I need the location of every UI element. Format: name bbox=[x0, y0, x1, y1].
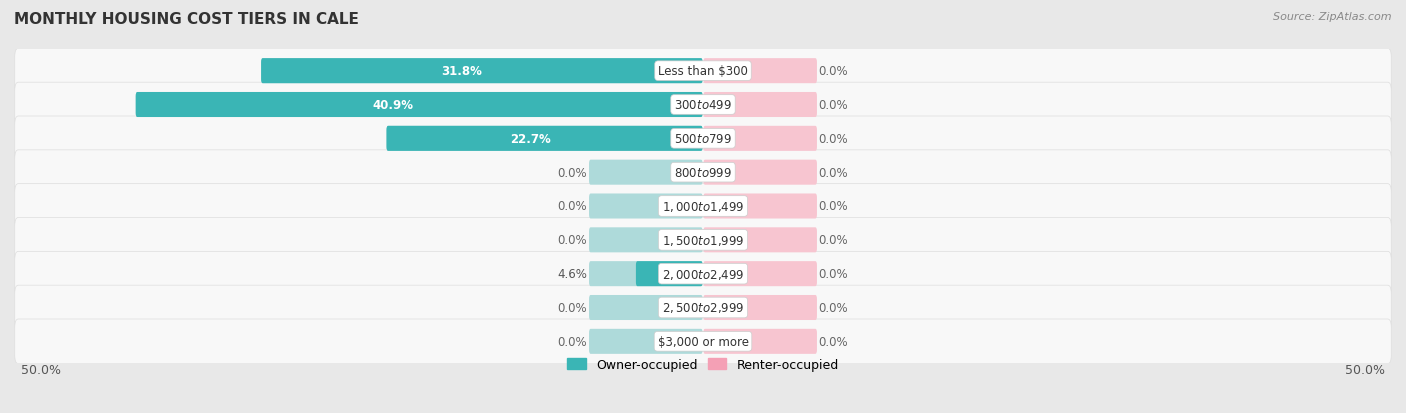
FancyBboxPatch shape bbox=[262, 59, 703, 84]
Text: Less than $300: Less than $300 bbox=[658, 65, 748, 78]
FancyBboxPatch shape bbox=[14, 285, 1392, 330]
FancyBboxPatch shape bbox=[14, 117, 1392, 161]
Text: $300 to $499: $300 to $499 bbox=[673, 99, 733, 112]
Text: 4.6%: 4.6% bbox=[557, 268, 588, 280]
Text: 0.0%: 0.0% bbox=[558, 335, 588, 348]
Text: 31.8%: 31.8% bbox=[441, 65, 482, 78]
Text: 40.9%: 40.9% bbox=[373, 99, 413, 112]
Text: $1,500 to $1,999: $1,500 to $1,999 bbox=[662, 233, 744, 247]
FancyBboxPatch shape bbox=[262, 59, 703, 84]
FancyBboxPatch shape bbox=[703, 93, 817, 118]
FancyBboxPatch shape bbox=[703, 261, 817, 287]
FancyBboxPatch shape bbox=[703, 228, 817, 253]
Text: 0.0%: 0.0% bbox=[818, 99, 848, 112]
Text: 0.0%: 0.0% bbox=[818, 335, 848, 348]
FancyBboxPatch shape bbox=[14, 150, 1392, 195]
Text: $1,000 to $1,499: $1,000 to $1,499 bbox=[662, 199, 744, 214]
Text: 50.0%: 50.0% bbox=[21, 363, 60, 376]
FancyBboxPatch shape bbox=[136, 93, 703, 118]
Text: 0.0%: 0.0% bbox=[818, 301, 848, 314]
FancyBboxPatch shape bbox=[589, 295, 703, 320]
FancyBboxPatch shape bbox=[589, 228, 703, 253]
FancyBboxPatch shape bbox=[14, 184, 1392, 229]
FancyBboxPatch shape bbox=[703, 160, 817, 185]
FancyBboxPatch shape bbox=[636, 261, 703, 287]
Text: $2,500 to $2,999: $2,500 to $2,999 bbox=[662, 301, 744, 315]
Text: 0.0%: 0.0% bbox=[818, 166, 848, 179]
Legend: Owner-occupied, Renter-occupied: Owner-occupied, Renter-occupied bbox=[562, 353, 844, 376]
FancyBboxPatch shape bbox=[14, 319, 1392, 364]
FancyBboxPatch shape bbox=[14, 252, 1392, 296]
FancyBboxPatch shape bbox=[589, 160, 703, 185]
Text: 0.0%: 0.0% bbox=[818, 65, 848, 78]
Text: 22.7%: 22.7% bbox=[510, 133, 551, 145]
FancyBboxPatch shape bbox=[589, 194, 703, 219]
FancyBboxPatch shape bbox=[14, 49, 1392, 94]
Text: 0.0%: 0.0% bbox=[818, 200, 848, 213]
Text: 0.0%: 0.0% bbox=[558, 301, 588, 314]
Text: $800 to $999: $800 to $999 bbox=[673, 166, 733, 179]
Text: 0.0%: 0.0% bbox=[818, 133, 848, 145]
Text: $3,000 or more: $3,000 or more bbox=[658, 335, 748, 348]
FancyBboxPatch shape bbox=[589, 261, 703, 287]
FancyBboxPatch shape bbox=[703, 194, 817, 219]
Text: $2,000 to $2,499: $2,000 to $2,499 bbox=[662, 267, 744, 281]
Text: 50.0%: 50.0% bbox=[1346, 363, 1385, 376]
FancyBboxPatch shape bbox=[703, 295, 817, 320]
FancyBboxPatch shape bbox=[14, 218, 1392, 263]
Text: 0.0%: 0.0% bbox=[558, 200, 588, 213]
Text: 0.0%: 0.0% bbox=[558, 166, 588, 179]
FancyBboxPatch shape bbox=[387, 126, 703, 152]
FancyBboxPatch shape bbox=[703, 126, 817, 152]
Text: MONTHLY HOUSING COST TIERS IN CALE: MONTHLY HOUSING COST TIERS IN CALE bbox=[14, 12, 359, 27]
Text: $500 to $799: $500 to $799 bbox=[673, 133, 733, 145]
FancyBboxPatch shape bbox=[703, 329, 817, 354]
FancyBboxPatch shape bbox=[14, 83, 1392, 128]
Text: 0.0%: 0.0% bbox=[818, 234, 848, 247]
Text: Source: ZipAtlas.com: Source: ZipAtlas.com bbox=[1274, 12, 1392, 22]
Text: 0.0%: 0.0% bbox=[558, 234, 588, 247]
FancyBboxPatch shape bbox=[136, 93, 703, 118]
FancyBboxPatch shape bbox=[703, 59, 817, 84]
FancyBboxPatch shape bbox=[589, 329, 703, 354]
FancyBboxPatch shape bbox=[387, 126, 703, 152]
Text: 0.0%: 0.0% bbox=[818, 268, 848, 280]
